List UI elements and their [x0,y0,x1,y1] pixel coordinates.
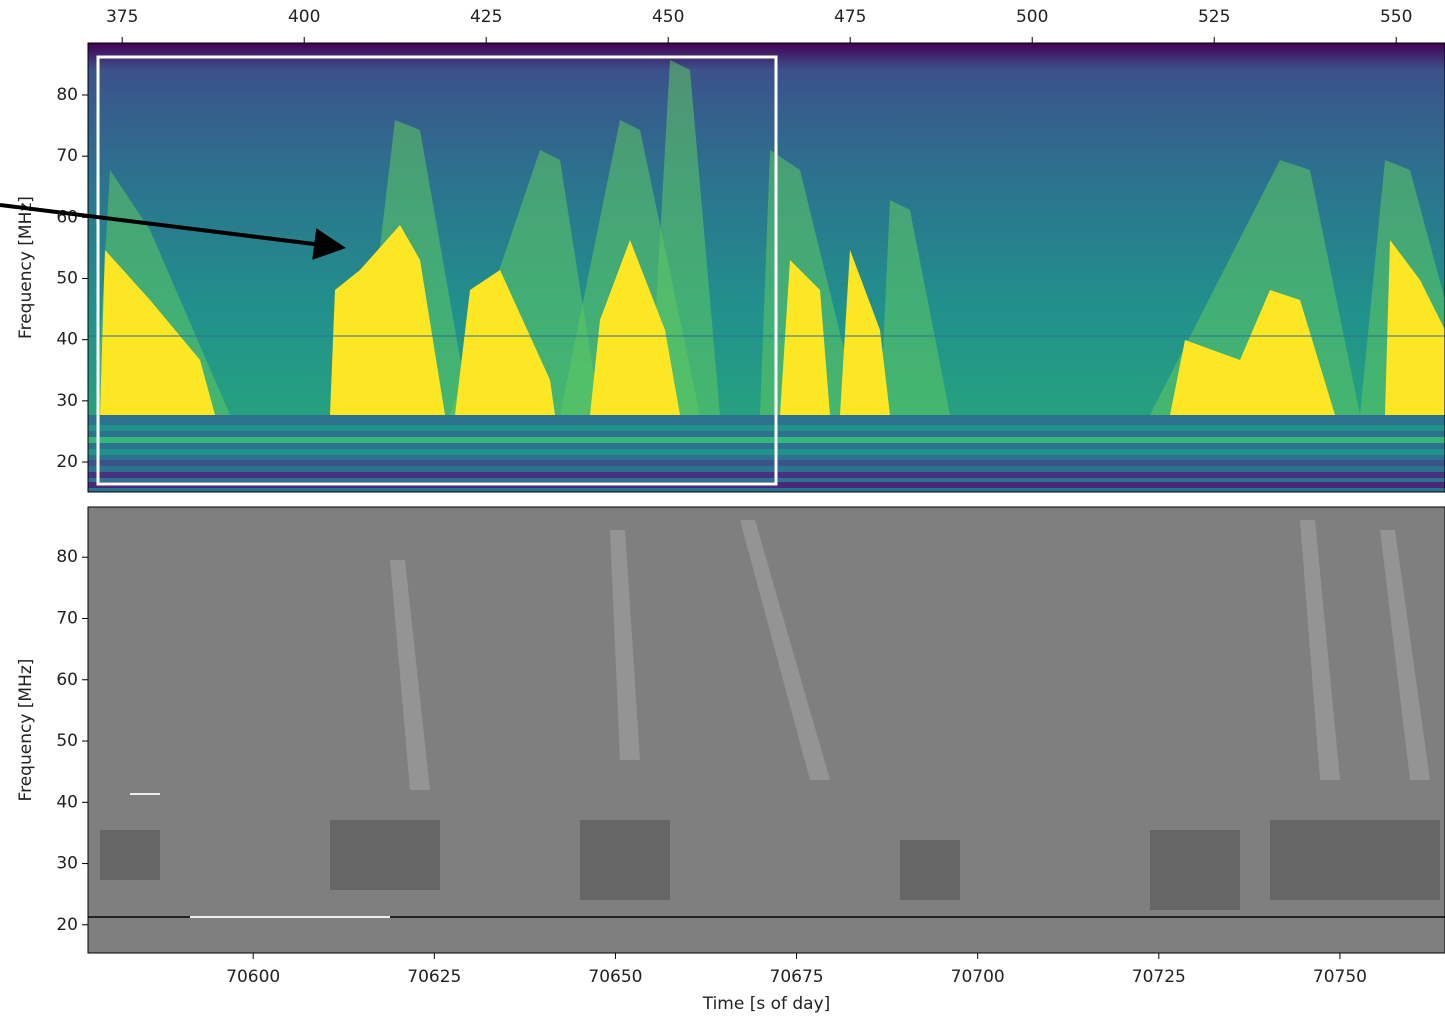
heatmap-cell [590,240,680,415]
heatmap-cell [455,270,555,415]
heatmap-cell [1300,520,1340,780]
plots: 20 30 40 50 60 70 80 375 400 425 450 475 500 525 550 Fr… [16,7,1445,1014]
y-tick-label: 20 [56,915,78,935]
heatmap-cell [1380,530,1430,780]
x-tick-label: 425 [470,7,502,27]
heatmap-band [88,437,1445,443]
x-tick-label: 550 [1380,7,1412,27]
y-axis-label: Frequency [MHz] [16,659,36,802]
heatmap [88,43,1445,492]
y-tick-label: 30 [56,854,78,874]
y-tick-label: 80 [56,85,78,105]
frame [87,506,1445,954]
y-tick-label: 40 [56,330,78,350]
heatmap-cell [900,840,960,900]
heatmap-cell [1150,830,1240,910]
y-tick-label: 50 [56,269,78,289]
heatmap-cell [780,260,830,415]
x-tick-label: 70750 [1313,967,1367,987]
frame [87,42,1445,493]
heatmap-cell [390,560,430,790]
y-tick-label: 60 [56,670,78,690]
heatmap-cell [740,520,830,780]
heatmap-band [88,472,1445,478]
y-tick-label: 30 [56,391,78,411]
heatmap-cell [880,200,950,415]
x-axis-label: Time [s of day] [702,994,831,1014]
x-tick-label: 500 [1016,7,1048,27]
x-tick-label: 70700 [951,967,1005,987]
heatmap-cell [650,60,720,415]
x-tick-label: 525 [1198,7,1230,27]
y-tick-label: 60 [56,207,78,227]
x-tick-label: 375 [106,7,138,27]
heatmap-cell [840,250,890,415]
heatmap-cell [1270,820,1440,900]
heatmap-band [88,460,1445,466]
y-axis-label: Frequency [MHz] [16,196,36,339]
heatmap-cell [1385,240,1445,415]
heatmap-cell [1170,290,1335,415]
heatmap-band [88,449,1445,455]
y-tick-label: 80 [56,547,78,567]
x-tick-label: 70600 [226,967,280,987]
x-tick-label: 70725 [1132,967,1186,987]
heatmap-cell [330,225,445,415]
x-tick-label: 70625 [407,967,461,987]
heatmap-band [88,425,1445,431]
y-tick-label: 20 [56,452,78,472]
x-tick-label: 400 [288,7,320,27]
y-tick-label: 70 [56,146,78,166]
y-tick-label: 50 [56,731,78,751]
heatmap-cell [100,250,215,415]
heatmap-cell [610,530,640,760]
x-tick-label: 70650 [588,967,642,987]
x-tick-label: 475 [834,7,866,27]
panel: 20 30 40 50 60 70 80 70600 70625 70650 70675 70700 7… [16,506,1445,1014]
x-tick-label: 450 [652,7,684,27]
y-tick-label: 70 [56,609,78,629]
heatmap-cell [100,830,160,880]
y-tick-label: 40 [56,792,78,812]
x-tick-label: 70675 [770,967,824,987]
highlight-box [96,55,778,486]
arrow [0,203,346,260]
heatmap-cell [330,820,440,890]
heatmap [88,507,1445,953]
heatmap-bg [88,507,1445,953]
heatmap-cell [580,820,670,900]
panel: 20 30 40 50 60 70 80 375 400 425 450 475 500 525 550 Fr… [16,7,1445,493]
